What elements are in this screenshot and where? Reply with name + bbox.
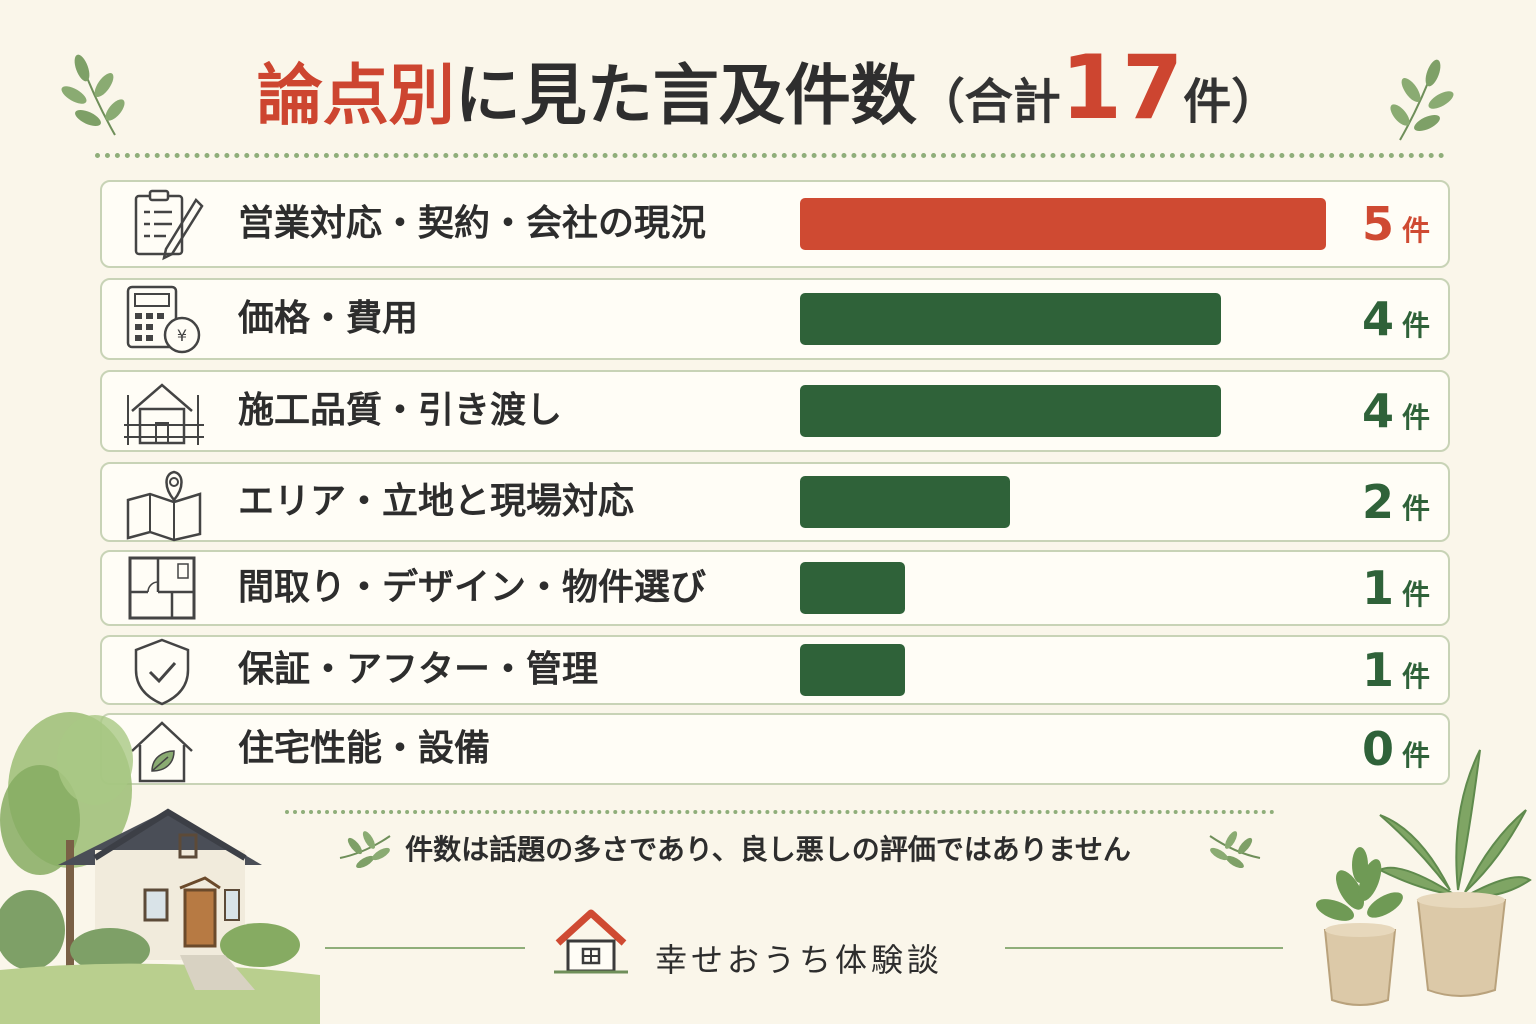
house-logo-icon	[554, 909, 628, 974]
house-illustration-icon	[0, 712, 320, 1024]
bar-row: 住宅性能・設備 0 件	[100, 713, 1450, 785]
house-leaf-icon	[122, 713, 206, 793]
leaf-branch-right-icon	[1390, 59, 1454, 141]
bar	[800, 198, 1326, 250]
value-unit: 件	[1401, 660, 1430, 693]
brand-line-left	[325, 947, 525, 949]
potted-plants-icon	[1315, 749, 1532, 1006]
value-number: 4	[1361, 292, 1394, 346]
leaf-branch-left-icon	[61, 54, 125, 136]
calculator-coin-icon: ¥	[122, 283, 206, 363]
bar-row: 営業対応・契約・会社の現況 5 件	[100, 180, 1450, 268]
chart-title: 論点別に見た言及件数（合計17件）	[0, 38, 1536, 152]
title-total-prefix: 合計	[964, 74, 1061, 130]
bar	[800, 644, 906, 696]
bar-row: 間取り・デザイン・物件選び 1 件	[100, 550, 1450, 626]
brand-name: 幸せおうち体験談	[655, 941, 944, 979]
clipboard-icon	[122, 188, 206, 268]
value-unit: 件	[1401, 739, 1430, 772]
footer-note: 件数は話題の多さであり、良し悪しの評価ではありません	[405, 833, 1131, 866]
value-unit: 件	[1401, 309, 1430, 342]
category-label: 営業対応・契約・会社の現況	[238, 203, 707, 244]
leaf-sprig-right-icon	[1209, 831, 1261, 868]
category-label: 施工品質・引き渡し	[238, 390, 563, 431]
title-main: に見た言及件数	[454, 57, 917, 134]
footer-divider	[285, 810, 1275, 814]
value-unit: 件	[1401, 578, 1430, 611]
value-unit: 件	[1401, 492, 1430, 525]
category-label: 価格・費用	[238, 298, 419, 339]
bar	[800, 476, 1011, 528]
title-paren-open: （	[916, 74, 965, 130]
value-number: 2	[1361, 475, 1394, 529]
bar	[800, 562, 906, 614]
value-number: 4	[1361, 384, 1394, 438]
value-unit: 件	[1401, 401, 1430, 434]
title-total-number: 17	[1060, 36, 1184, 139]
value-number: 1	[1361, 643, 1394, 697]
svg-text:¥: ¥	[177, 326, 187, 345]
bar-row: 施工品質・引き渡し 4 件	[100, 370, 1450, 452]
brand-line-right	[1005, 947, 1283, 949]
house-frame-icon	[122, 375, 206, 455]
title-accent: 論点別	[256, 57, 455, 134]
leaf-sprig-left-icon	[339, 831, 391, 868]
title-total-unit: 件	[1183, 74, 1232, 130]
category-label: エリア・立地と現場対応	[238, 481, 635, 522]
bar	[800, 385, 1221, 437]
category-label: 住宅性能・設備	[238, 728, 491, 769]
bar-row: 保証・アフター・管理 1 件	[100, 635, 1450, 706]
map-pin-icon	[122, 466, 206, 546]
bar-row: エリア・立地と現場対応 2 件	[100, 462, 1450, 542]
value-number: 5	[1361, 197, 1394, 251]
bar-row: ¥ 価格・費用 4 件	[100, 278, 1450, 360]
value-number: 0	[1361, 722, 1394, 776]
title-paren-close: ）	[1231, 74, 1280, 130]
shield-check-icon	[122, 634, 206, 714]
value-number: 1	[1361, 561, 1394, 615]
bar	[800, 293, 1221, 345]
floor-plan-icon	[122, 552, 206, 632]
title-divider	[95, 153, 1445, 158]
category-label: 保証・アフター・管理	[238, 649, 599, 690]
category-label: 間取り・デザイン・物件選び	[238, 567, 707, 608]
value-unit: 件	[1401, 214, 1430, 247]
